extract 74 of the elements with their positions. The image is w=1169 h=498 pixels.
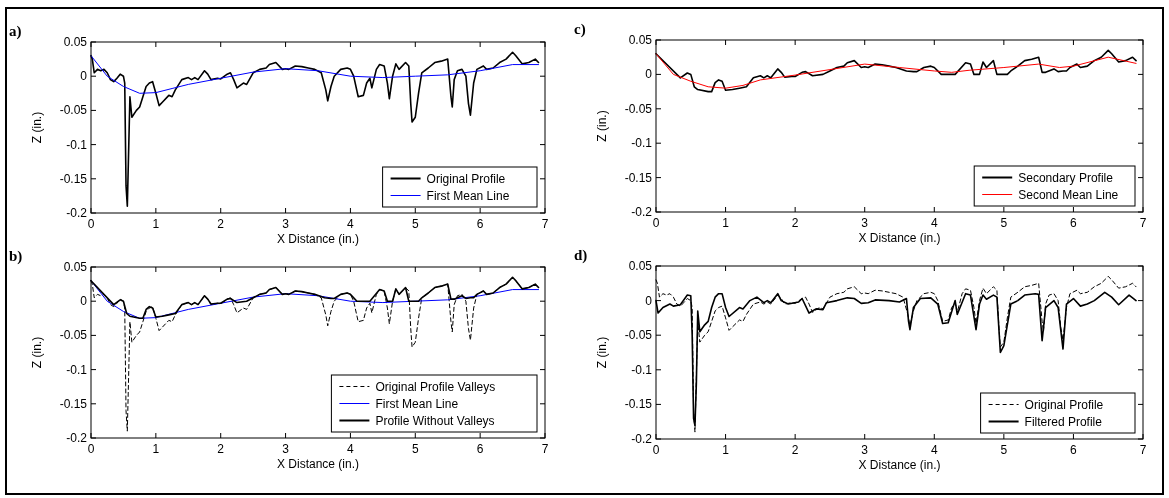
- y-axis-title: Z (in.): [595, 110, 609, 142]
- legend-label: First Mean Line: [426, 188, 510, 203]
- x-tick-label: 5: [411, 217, 419, 231]
- x-tick-label: 4: [930, 216, 938, 230]
- x-tick-label: 5: [411, 442, 419, 456]
- chart-title: d): [574, 247, 588, 264]
- x-tick-label: 1: [722, 443, 730, 457]
- x-axis-title: X Distance (in.): [276, 232, 360, 246]
- y-tick-label: 0: [645, 293, 653, 308]
- chart-title: a): [9, 23, 22, 40]
- y-tick-label: 0.05: [63, 35, 88, 49]
- y-axis-title: Z (in.): [30, 111, 44, 144]
- x-tick-label: 3: [282, 217, 290, 231]
- y-tick-label: -0.1: [631, 362, 653, 377]
- y-tick-label: 0: [645, 67, 653, 82]
- x-tick-label: 6: [1070, 216, 1078, 230]
- x-tick-label: 2: [791, 216, 799, 230]
- x-tick-label: 4: [930, 443, 938, 457]
- x-tick-label: 6: [1070, 443, 1078, 457]
- x-tick-label: 6: [476, 217, 484, 231]
- legend-label: Profile Without Valleys: [375, 413, 495, 428]
- x-tick-label: 2: [217, 442, 225, 456]
- y-tick-label: -0.15: [624, 397, 653, 412]
- x-axis-title: X Distance (in.): [858, 231, 941, 245]
- y-tick-label: -0.05: [59, 328, 88, 343]
- legend-label: Original Profile: [1024, 397, 1104, 412]
- y-tick-label: -0.2: [66, 431, 88, 445]
- legend-label: Original Profile: [426, 171, 506, 186]
- y-tick-label: 0.05: [628, 259, 653, 273]
- y-tick-label: -0.1: [66, 362, 88, 377]
- y-tick-label: 0.05: [628, 33, 653, 47]
- x-tick-label: 5: [1000, 443, 1008, 457]
- y-tick-label: -0.15: [59, 396, 88, 411]
- y-tick-label: 0.05: [63, 260, 88, 274]
- x-tick-label: 5: [1000, 216, 1008, 230]
- legend-label: Filtered Profile: [1024, 414, 1103, 429]
- x-axis-title: X Distance (in.): [276, 457, 360, 471]
- x-tick-label: 4: [347, 442, 355, 456]
- y-tick-label: -0.15: [624, 170, 653, 185]
- legend-label: First Mean Line: [375, 396, 459, 411]
- chart-title: b): [9, 248, 23, 265]
- x-tick-label: 7: [1139, 443, 1147, 457]
- y-tick-label: -0.2: [631, 432, 653, 446]
- legend-label: Original Profile Valleys: [375, 379, 496, 394]
- y-tick-label: 0: [80, 69, 88, 84]
- y-axis-title: Z (in.): [595, 336, 609, 369]
- x-tick-label: 7: [541, 217, 549, 231]
- x-tick-label: 1: [152, 442, 160, 456]
- x-tick-label: 3: [861, 443, 869, 457]
- y-tick-label: -0.15: [59, 171, 88, 186]
- chart-title: c): [574, 21, 586, 38]
- x-tick-label: 4: [347, 217, 355, 231]
- y-tick-label: 0: [80, 294, 88, 309]
- y-tick-label: -0.2: [66, 206, 88, 220]
- y-tick-label: -0.05: [624, 101, 653, 116]
- x-tick-label: 1: [722, 216, 730, 230]
- x-axis-title: X Distance (in.): [858, 458, 941, 472]
- x-tick-label: 2: [217, 217, 225, 231]
- x-tick-label: 1: [152, 217, 160, 231]
- legend-label: Secondary Profile: [1018, 170, 1114, 185]
- y-tick-label: -0.1: [631, 136, 653, 151]
- x-tick-label: 2: [791, 443, 799, 457]
- line-series: [90, 55, 540, 94]
- x-tick-label: 3: [282, 442, 290, 456]
- x-tick-label: 7: [541, 442, 549, 456]
- y-tick-label: -0.05: [624, 328, 653, 343]
- y-tick-label: -0.2: [631, 205, 653, 219]
- x-tick-label: 6: [476, 442, 484, 456]
- y-axis-title: Z (in.): [30, 336, 44, 369]
- x-tick-label: 3: [861, 216, 869, 230]
- y-tick-label: -0.05: [59, 103, 88, 118]
- x-tick-label: 7: [1139, 216, 1147, 230]
- y-tick-label: -0.1: [66, 137, 88, 152]
- legend-label: Second Mean Line: [1018, 187, 1119, 202]
